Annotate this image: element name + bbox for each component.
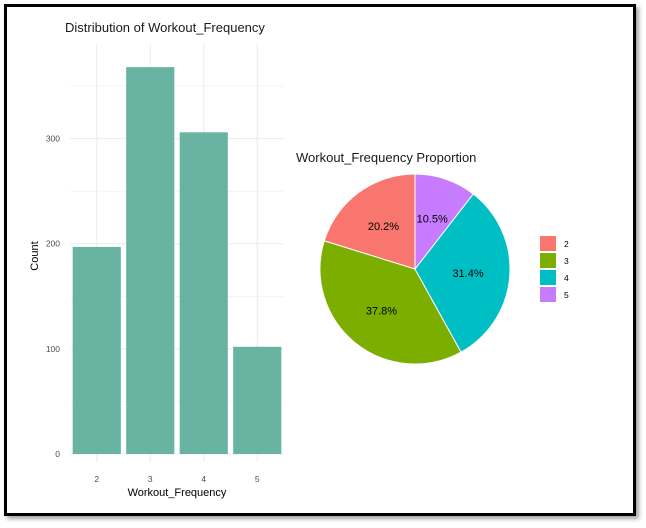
bar-x-tick-label: 4 [201,474,206,484]
legend-key-2 [540,236,556,251]
bar-y-tick-label: 200 [46,239,60,249]
pie-slice-label: 37.8% [366,305,397,317]
bar-5 [233,346,282,454]
bar-x-tick-label: 2 [94,474,99,484]
pie-slice-5 [414,173,474,271]
bar-x-tick-label: 5 [255,474,260,484]
bar-y-tick-label: 300 [46,134,60,144]
pie-slice-label: 20.2% [368,221,399,233]
bar-x-tick-label: 3 [148,474,153,484]
bar-y-tick-label: 0 [55,449,60,459]
bar-y-axis-title: Count [29,241,41,270]
bar-chart-title: Distribution of Workout_Frequency [65,20,265,35]
bar-4 [179,132,228,455]
legend-label: 4 [564,273,569,283]
legend-key-3 [540,253,556,268]
bar-ticks: 2 3 4 5 0 100 200 300 [46,134,260,484]
bar-x-axis-title: Workout_Frequency [128,487,227,499]
pie-labels: 20.2% 37.8% 31.4% 10.5% [366,214,484,318]
bar-2 [72,246,121,454]
pie-slice-4 [414,193,511,353]
pie-slice-3 [319,240,462,365]
bar-marks [72,67,282,455]
bar-3 [126,67,175,454]
legend-key-4 [540,270,556,285]
pie-legend: 2 3 4 5 [540,236,569,302]
legend-label: 3 [564,256,569,266]
legend-key-5 [540,287,556,302]
pie-slices [319,173,511,365]
pie-chart-title: Workout_Frequency Proportion [296,150,476,165]
legend-label: 2 [564,239,569,249]
pie-slice-label: 31.4% [452,268,483,280]
pie-slice-label: 10.5% [417,214,448,226]
bar-y-tick-label: 100 [46,344,60,354]
legend-label: 5 [564,290,569,300]
pie-slice-2 [323,173,416,270]
